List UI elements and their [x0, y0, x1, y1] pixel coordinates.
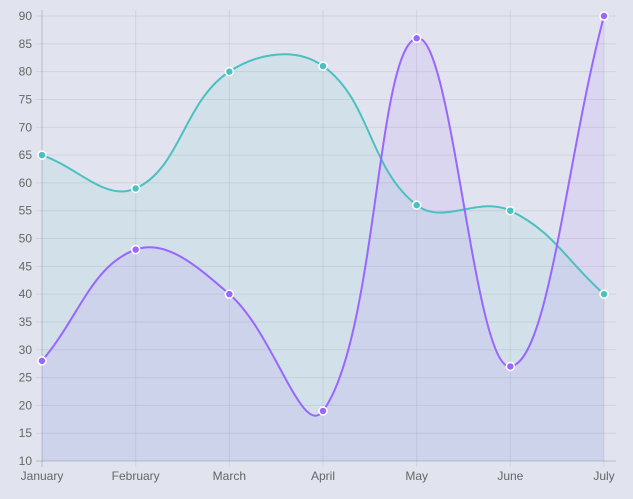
- y-tick-label: 45: [19, 259, 33, 273]
- x-tick-label: January: [21, 469, 64, 483]
- series-0-point: [37, 150, 47, 160]
- y-tick-label: 40: [19, 287, 33, 301]
- series-0-point: [411, 200, 422, 210]
- series-0-area: [42, 54, 604, 462]
- series-1-point: [37, 356, 47, 366]
- y-tick-label: 70: [19, 120, 33, 134]
- series-1-point: [505, 361, 516, 372]
- y-tick-label: 10: [19, 454, 33, 468]
- y-tick-label: 50: [19, 232, 33, 246]
- series-0-point: [505, 205, 516, 216]
- series-1-point: [411, 33, 422, 43]
- y-tick-label: 55: [19, 204, 33, 218]
- series-1-point: [130, 244, 141, 255]
- x-tick-label: June: [497, 469, 523, 483]
- y-tick-label: 90: [19, 9, 33, 23]
- series-0-point: [318, 61, 328, 71]
- x-tick-label: May: [405, 469, 428, 483]
- y-tick-label: 65: [19, 148, 33, 162]
- y-tick-label: 25: [19, 371, 33, 385]
- series-1-area: [42, 16, 604, 461]
- x-tick-label: February: [112, 469, 160, 483]
- series-0-point: [130, 183, 141, 194]
- y-tick-label: 15: [19, 426, 33, 440]
- series-1-point: [599, 11, 609, 21]
- series-0-point: [224, 66, 235, 77]
- x-tick-label: July: [593, 469, 614, 483]
- x-tick-label: March: [213, 469, 246, 483]
- series-0-point: [599, 289, 609, 299]
- y-tick-label: 80: [19, 65, 33, 79]
- series-1-point: [224, 289, 235, 299]
- y-tick-label: 75: [19, 92, 33, 106]
- y-tick-label: 20: [19, 398, 33, 412]
- x-tick-label: April: [311, 469, 335, 483]
- series-1-line: [41, 15, 605, 417]
- y-tick-label: 30: [19, 343, 33, 357]
- y-tick-label: 60: [19, 176, 33, 190]
- series-1-point: [318, 406, 328, 416]
- y-tick-label: 35: [19, 315, 33, 329]
- y-tick-label: 85: [19, 37, 33, 51]
